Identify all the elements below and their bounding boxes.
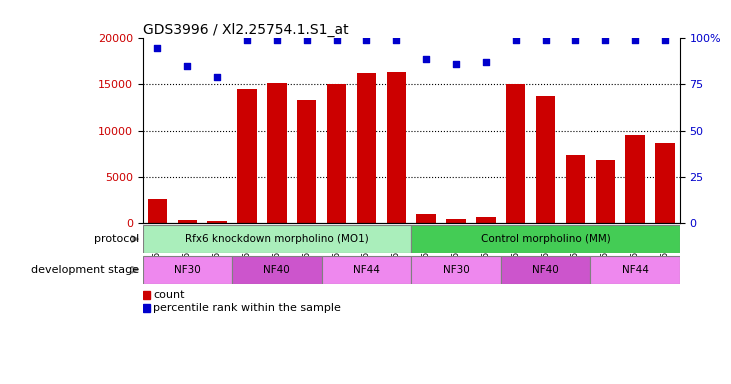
Point <box>569 37 581 43</box>
Bar <box>501 256 591 284</box>
Point <box>390 37 402 43</box>
Bar <box>208 221 227 223</box>
Point <box>241 37 253 43</box>
Point <box>480 59 492 65</box>
Bar <box>238 89 257 223</box>
Bar <box>655 144 675 223</box>
Bar <box>446 220 466 223</box>
Point <box>450 61 462 67</box>
Bar <box>143 304 150 312</box>
Text: protocol: protocol <box>94 234 139 244</box>
Point <box>539 37 551 43</box>
Point <box>659 37 671 43</box>
Text: count: count <box>154 290 185 300</box>
Text: Control morpholino (MM): Control morpholino (MM) <box>481 234 610 244</box>
Bar <box>357 73 376 223</box>
Bar <box>625 135 645 223</box>
Point <box>151 45 163 51</box>
Bar <box>476 217 496 223</box>
Bar <box>566 156 585 223</box>
Bar <box>412 225 680 253</box>
Bar <box>143 291 150 299</box>
Point <box>211 74 223 80</box>
Point <box>271 37 283 43</box>
Text: NF30: NF30 <box>174 265 201 275</box>
Point <box>181 63 193 69</box>
Text: development stage: development stage <box>31 265 139 275</box>
Bar <box>143 256 232 284</box>
Text: percentile rank within the sample: percentile rank within the sample <box>154 303 341 313</box>
Bar <box>327 84 346 223</box>
Point <box>420 56 432 62</box>
Text: NF30: NF30 <box>442 265 469 275</box>
Bar <box>506 84 526 223</box>
Bar <box>591 256 680 284</box>
Point <box>629 37 641 43</box>
Point <box>301 37 313 43</box>
Text: NF44: NF44 <box>621 265 648 275</box>
Point <box>510 37 521 43</box>
Bar <box>536 96 556 223</box>
Text: Rfx6 knockdown morpholino (MO1): Rfx6 knockdown morpholino (MO1) <box>185 234 368 244</box>
Bar <box>297 100 317 223</box>
Bar <box>387 73 406 223</box>
Text: NF44: NF44 <box>353 265 380 275</box>
Text: GDS3996 / Xl2.25754.1.S1_at: GDS3996 / Xl2.25754.1.S1_at <box>143 23 348 37</box>
Bar <box>148 199 167 223</box>
Text: NF40: NF40 <box>532 265 559 275</box>
Bar <box>178 220 197 223</box>
Bar <box>267 83 287 223</box>
Bar <box>417 214 436 223</box>
Point <box>330 37 342 43</box>
Point <box>360 37 372 43</box>
Bar <box>143 225 412 253</box>
Bar <box>412 256 501 284</box>
Bar <box>322 256 412 284</box>
Bar <box>232 256 322 284</box>
Text: NF40: NF40 <box>263 265 290 275</box>
Point <box>599 37 611 43</box>
Bar <box>596 160 615 223</box>
